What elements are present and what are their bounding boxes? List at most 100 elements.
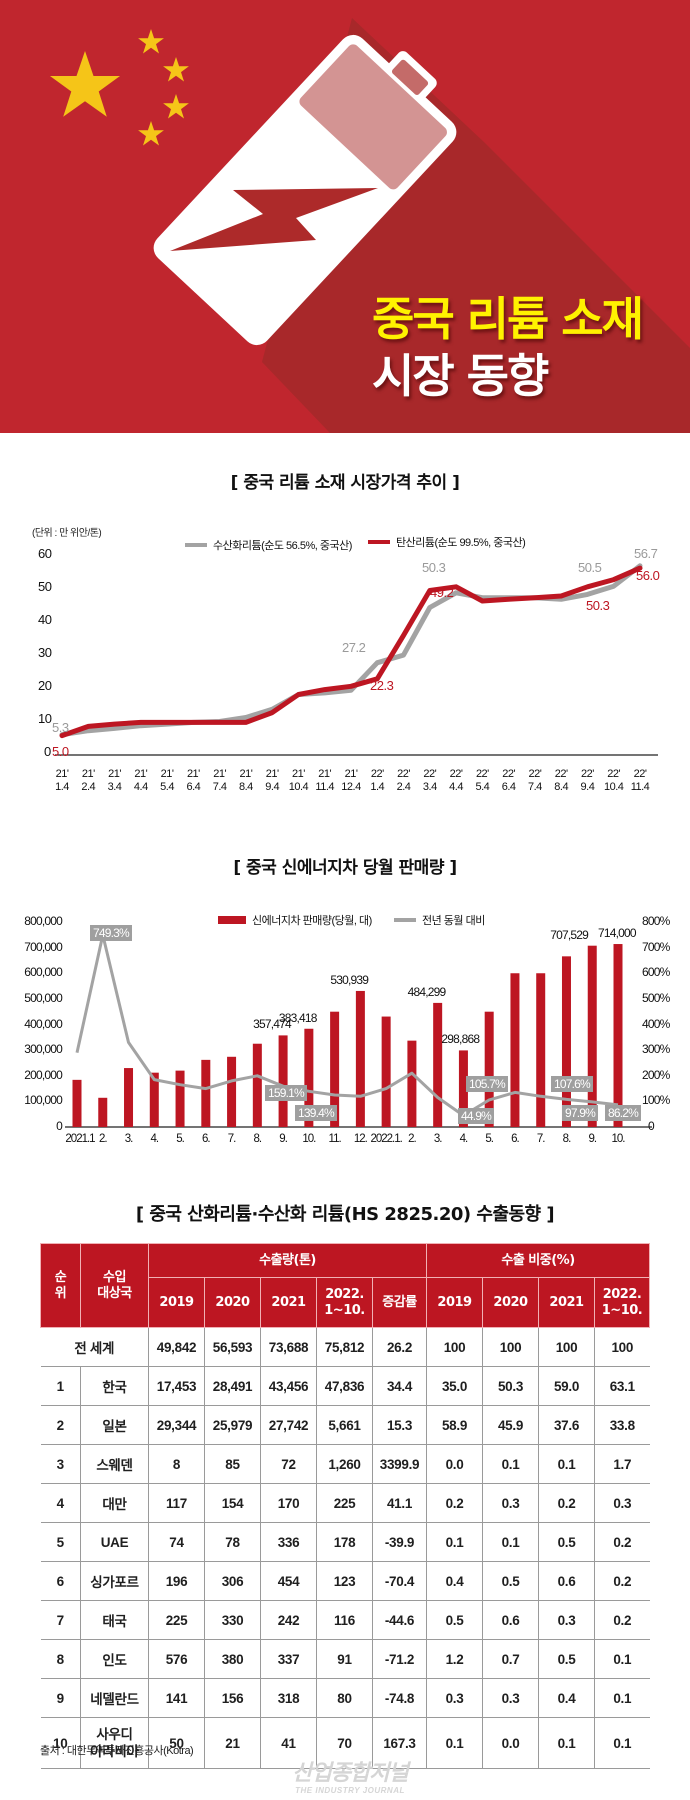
table-cell: 3399.9 bbox=[372, 1444, 427, 1484]
header-year-col: 2022. 1~10. bbox=[316, 1277, 373, 1328]
table-cell: 0.2 bbox=[538, 1483, 595, 1523]
hydroxide-value-label: 56.7 bbox=[634, 546, 658, 561]
y-tick: 20 bbox=[38, 678, 52, 693]
sales-bar bbox=[149, 1072, 159, 1127]
total-label: 전 세계 bbox=[40, 1327, 149, 1367]
legend-ev-sales: 신에너지차 판매량(당월, 대) bbox=[218, 912, 372, 928]
table-cell: 25,979 bbox=[204, 1405, 261, 1445]
export-table-body: 전 세계 49,842 56,593 73,688 75,812 26.2 100 100 10… bbox=[40, 1327, 650, 1769]
sales-bar bbox=[536, 973, 546, 1127]
country-cell: 일본 bbox=[80, 1405, 149, 1445]
table-cell: 74 bbox=[148, 1522, 205, 1562]
y-right-tick: 600% bbox=[642, 965, 670, 980]
x-tick: 3. bbox=[433, 1133, 443, 1145]
bar-value-label: 357,474 bbox=[253, 1017, 292, 1032]
x-tick: 22' 11.4 bbox=[630, 768, 650, 793]
table-cell: -39.9 bbox=[372, 1522, 427, 1562]
table-cell: 454 bbox=[260, 1561, 317, 1601]
x-tick: 21' 3.4 bbox=[107, 768, 122, 793]
hydroxide-value-label: 50.5 bbox=[578, 560, 602, 575]
table-cell: 0.1 bbox=[538, 1717, 595, 1769]
table-cell: 0.1 bbox=[594, 1639, 650, 1679]
table-cell: 91 bbox=[316, 1639, 373, 1679]
y-right-tick: 300% bbox=[642, 1042, 670, 1057]
table-cell: 0.5 bbox=[482, 1561, 539, 1601]
x-tick: 2022.1. bbox=[370, 1133, 402, 1145]
country-cell: UAE bbox=[80, 1522, 149, 1562]
legend-lithium-hydroxide: 수산화리튬(순도 56.5%, 중국산) bbox=[185, 537, 352, 553]
sales-bar bbox=[561, 956, 571, 1127]
sales-bar bbox=[613, 944, 623, 1127]
table-cell: 117 bbox=[148, 1483, 205, 1523]
table-cell: 0.1 bbox=[482, 1444, 539, 1484]
small-star-icon bbox=[138, 121, 164, 146]
table-cell: 8 bbox=[148, 1444, 205, 1484]
header-year-col: 2020 bbox=[204, 1277, 261, 1328]
flag-stars bbox=[50, 29, 189, 146]
table-cell: 0.3 bbox=[482, 1483, 539, 1523]
table-cell: 85 bbox=[204, 1444, 261, 1484]
table-cell: 0.1 bbox=[426, 1717, 483, 1769]
country-cell: 태국 bbox=[80, 1600, 149, 1640]
table-cell: 0.0 bbox=[426, 1444, 483, 1484]
rank-cell: 7 bbox=[40, 1600, 81, 1640]
y-right-tick: 500% bbox=[642, 990, 670, 1005]
table-cell: 41 bbox=[260, 1717, 317, 1769]
table-cell: 330 bbox=[204, 1600, 261, 1640]
legend-label: 탄산리튬(순도 99.5%, 중국산) bbox=[396, 537, 526, 549]
sales-bar bbox=[278, 1035, 288, 1127]
x-tick: 2021.1 bbox=[65, 1133, 95, 1145]
table-cell: 336 bbox=[260, 1522, 317, 1562]
x-tick: 6. bbox=[202, 1133, 211, 1145]
table-row: 5 UAE 74 78 336 178 -39.9 0.1 0.1 0.5 0.2 bbox=[40, 1522, 650, 1562]
x-tick: 21' 6.4 bbox=[186, 768, 201, 793]
banner-title-line1: 중국 리튬 소재 bbox=[372, 292, 644, 346]
table-row: 3 스웨덴 8 85 72 1,260 3399.9 0.0 0.1 0.1 1.7 bbox=[40, 1444, 650, 1484]
sales-bar bbox=[175, 1070, 185, 1127]
table-cell: 43,456 bbox=[260, 1366, 317, 1406]
table-cell: 78 bbox=[204, 1522, 261, 1562]
table-cell: 100 bbox=[426, 1327, 483, 1367]
header-year-col: 2019 bbox=[148, 1277, 205, 1328]
bar-value-label: 383,418 bbox=[278, 1010, 318, 1025]
lithium-carbonate-line bbox=[59, 565, 643, 739]
x-tick: 22' 2.4 bbox=[396, 768, 411, 793]
table-cell: 5,661 bbox=[316, 1405, 373, 1445]
table-cell: 56,593 bbox=[204, 1327, 261, 1367]
table-cell: 100 bbox=[538, 1327, 595, 1367]
table-cell: 0.3 bbox=[426, 1678, 483, 1718]
table-cell: 75,812 bbox=[316, 1327, 373, 1367]
sales-bar bbox=[72, 1079, 82, 1127]
y-right-tick: 400% bbox=[642, 1016, 670, 1031]
table-cell: 156 bbox=[204, 1678, 261, 1718]
y-left-tick: 200,000 bbox=[24, 1067, 63, 1082]
x-tick: 11. bbox=[328, 1133, 342, 1145]
table-cell: 1,260 bbox=[316, 1444, 373, 1484]
x-tick: 7. bbox=[227, 1133, 237, 1145]
table-cell: -70.4 bbox=[372, 1561, 427, 1601]
rank-cell: 10 bbox=[40, 1717, 81, 1769]
x-tick: 21' 1.4 bbox=[55, 768, 69, 793]
y-left-tick: 700,000 bbox=[24, 939, 63, 954]
x-tick: 21' 12.4 bbox=[341, 768, 361, 793]
sales-bar bbox=[98, 1097, 108, 1127]
x-tick: 9. bbox=[279, 1133, 288, 1145]
table-cell: 73,688 bbox=[260, 1327, 317, 1367]
yoy-value-badge: 159.1% bbox=[265, 1085, 307, 1101]
table-cell: 0.3 bbox=[538, 1600, 595, 1640]
table-cell: 29,344 bbox=[148, 1405, 205, 1445]
table-cell: 0.1 bbox=[482, 1522, 539, 1562]
small-star-icon bbox=[163, 94, 189, 119]
watermark-subtext: THE INDUSTRY JOURNAL bbox=[295, 1786, 405, 1795]
legend-swatch-gray bbox=[185, 543, 207, 547]
table-row: 6 싱가포르 196 306 454 123 -70.4 0.4 0.5 0.6 0.2 bbox=[40, 1561, 650, 1601]
x-tick: 21' 4.4 bbox=[133, 768, 148, 793]
table-cell: 1.2 bbox=[426, 1639, 483, 1679]
header-share-group: 수출 비중(%) bbox=[426, 1243, 650, 1278]
sales-bar bbox=[252, 1043, 262, 1127]
table-row: 8 인도 576 380 337 91 -71.2 1.2 0.7 0.5 0.1 bbox=[40, 1639, 650, 1679]
table-cell: 380 bbox=[204, 1639, 261, 1679]
yoy-value-badge: 105.7% bbox=[466, 1076, 508, 1092]
x-tick: 21' 2.4 bbox=[81, 768, 96, 793]
